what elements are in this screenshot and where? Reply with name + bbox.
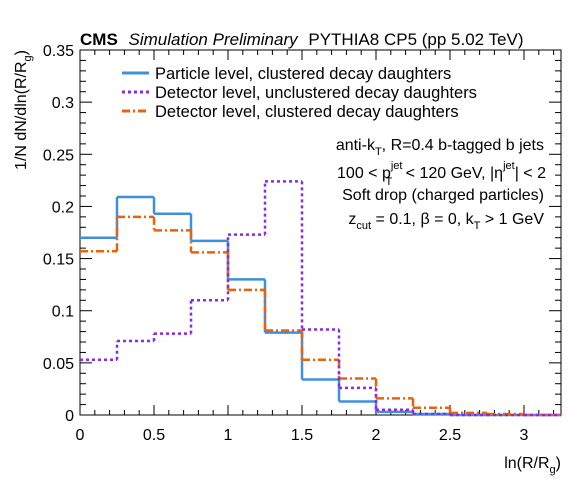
x-axis-title-main: ln(R/R <box>504 455 549 472</box>
series-1 <box>80 195 561 417</box>
annotation-zcut-b: = 0.1, β = 0, k <box>371 211 475 228</box>
annotation-pt-c: | < 2 <box>515 165 546 182</box>
y-tick-label: 0.05 <box>43 356 74 373</box>
annotation-jet-algo: anti-kT, R=0.4 b-tagged b jets <box>336 137 544 158</box>
series-2 <box>80 180 561 417</box>
x-tick-label: 0 <box>76 427 85 444</box>
y-axis-title-main: 1/N dN/dln(R/R <box>13 61 30 169</box>
chart-header: CMS Simulation Preliminary PYTHIA8 CP5 (… <box>80 30 524 49</box>
annotation-soft-drop: Soft drop (charged particles) <box>342 187 544 204</box>
x-tick-label: 3 <box>520 427 529 444</box>
x-axis-title-end: ) <box>556 455 561 472</box>
series-3 <box>80 215 561 417</box>
y-axis-title-sub: g <box>22 55 34 61</box>
annotation-parameters: zcut = 0.1, β = 0, kT > 1 GeV <box>348 211 544 232</box>
x-tick-label: 2.5 <box>439 427 461 444</box>
annotation-pt-sub: T <box>385 176 392 188</box>
annotation-kt-c: > 1 GeV <box>480 211 544 228</box>
annotation-kt-sub: T <box>474 220 481 232</box>
annotation-jet-algo-a: anti-k <box>336 137 376 154</box>
annotation-pt-range: 100 < pjet T < 120 GeV, |ηjet| < 2 <box>337 160 546 188</box>
x-tick-label: 2 <box>372 427 381 444</box>
x-axis-title: ln(R/Rg) <box>504 455 561 476</box>
legend-label-detector-clustered: Detector level, clustered decay daughter… <box>155 103 459 121</box>
generator-label: PYTHIA8 CP5 (pp 5.02 TeV) <box>308 30 523 49</box>
annotation-zcut-a: z <box>348 211 356 228</box>
x-tick-label: 0.5 <box>143 427 165 444</box>
y-tick-label: 0.2 <box>52 199 74 216</box>
annotation-jet-algo-rest: , R=0.4 b-tagged b jets <box>382 137 544 154</box>
y-tick-label: 0.15 <box>43 252 74 269</box>
x-tick-label: 1.5 <box>291 427 313 444</box>
annotation-jet-algo-sub: T <box>375 146 382 158</box>
legend-entry-particle: Particle level, clustered decay daughter… <box>122 65 451 83</box>
legend-entry-detector-unclustered: Detector level, unclustered decay daught… <box>122 84 477 102</box>
legend: Particle level, clustered decay daughter… <box>122 65 477 121</box>
axis-ticks: 0 0.5 1 1.5 2 2.5 3 0 0.05 0.1 0.15 0.2 0.25 0.3 0.35 <box>43 43 561 444</box>
x-tick-label: 1 <box>224 427 233 444</box>
plot-frame <box>79 49 562 416</box>
series-layer <box>80 180 561 417</box>
y-tick-label: 0.3 <box>52 95 74 112</box>
y-tick-label: 0 <box>65 408 74 425</box>
x-axis-title-sub: g <box>550 464 556 476</box>
y-tick-label: 0.25 <box>43 147 74 164</box>
legend-entry-detector-clustered: Detector level, clustered decay daughter… <box>122 103 459 121</box>
experiment-label: CMS <box>80 30 118 49</box>
y-axis-title-end: ) <box>13 50 30 55</box>
status-label: Simulation Preliminary <box>129 30 300 49</box>
annotation-eta-sup: jet <box>502 160 515 172</box>
annotation-pt-sup: jet <box>390 160 403 172</box>
annotation-pt-b: < 120 GeV, |η <box>401 165 503 182</box>
annotation-pt-a: 100 < p <box>337 165 391 182</box>
y-axis-title: 1/N dN/dln(R/Rg) <box>13 50 34 170</box>
y-tick-label: 0.1 <box>52 304 74 321</box>
annotation-block: anti-kT, R=0.4 b-tagged b jets 100 < pje… <box>336 137 546 232</box>
annotation-zcut-sub: cut <box>356 220 371 232</box>
legend-label-detector-unclustered: Detector level, unclustered decay daught… <box>155 84 477 102</box>
legend-label-particle: Particle level, clustered decay daughter… <box>155 65 451 83</box>
y-tick-label: 0.35 <box>43 43 74 60</box>
